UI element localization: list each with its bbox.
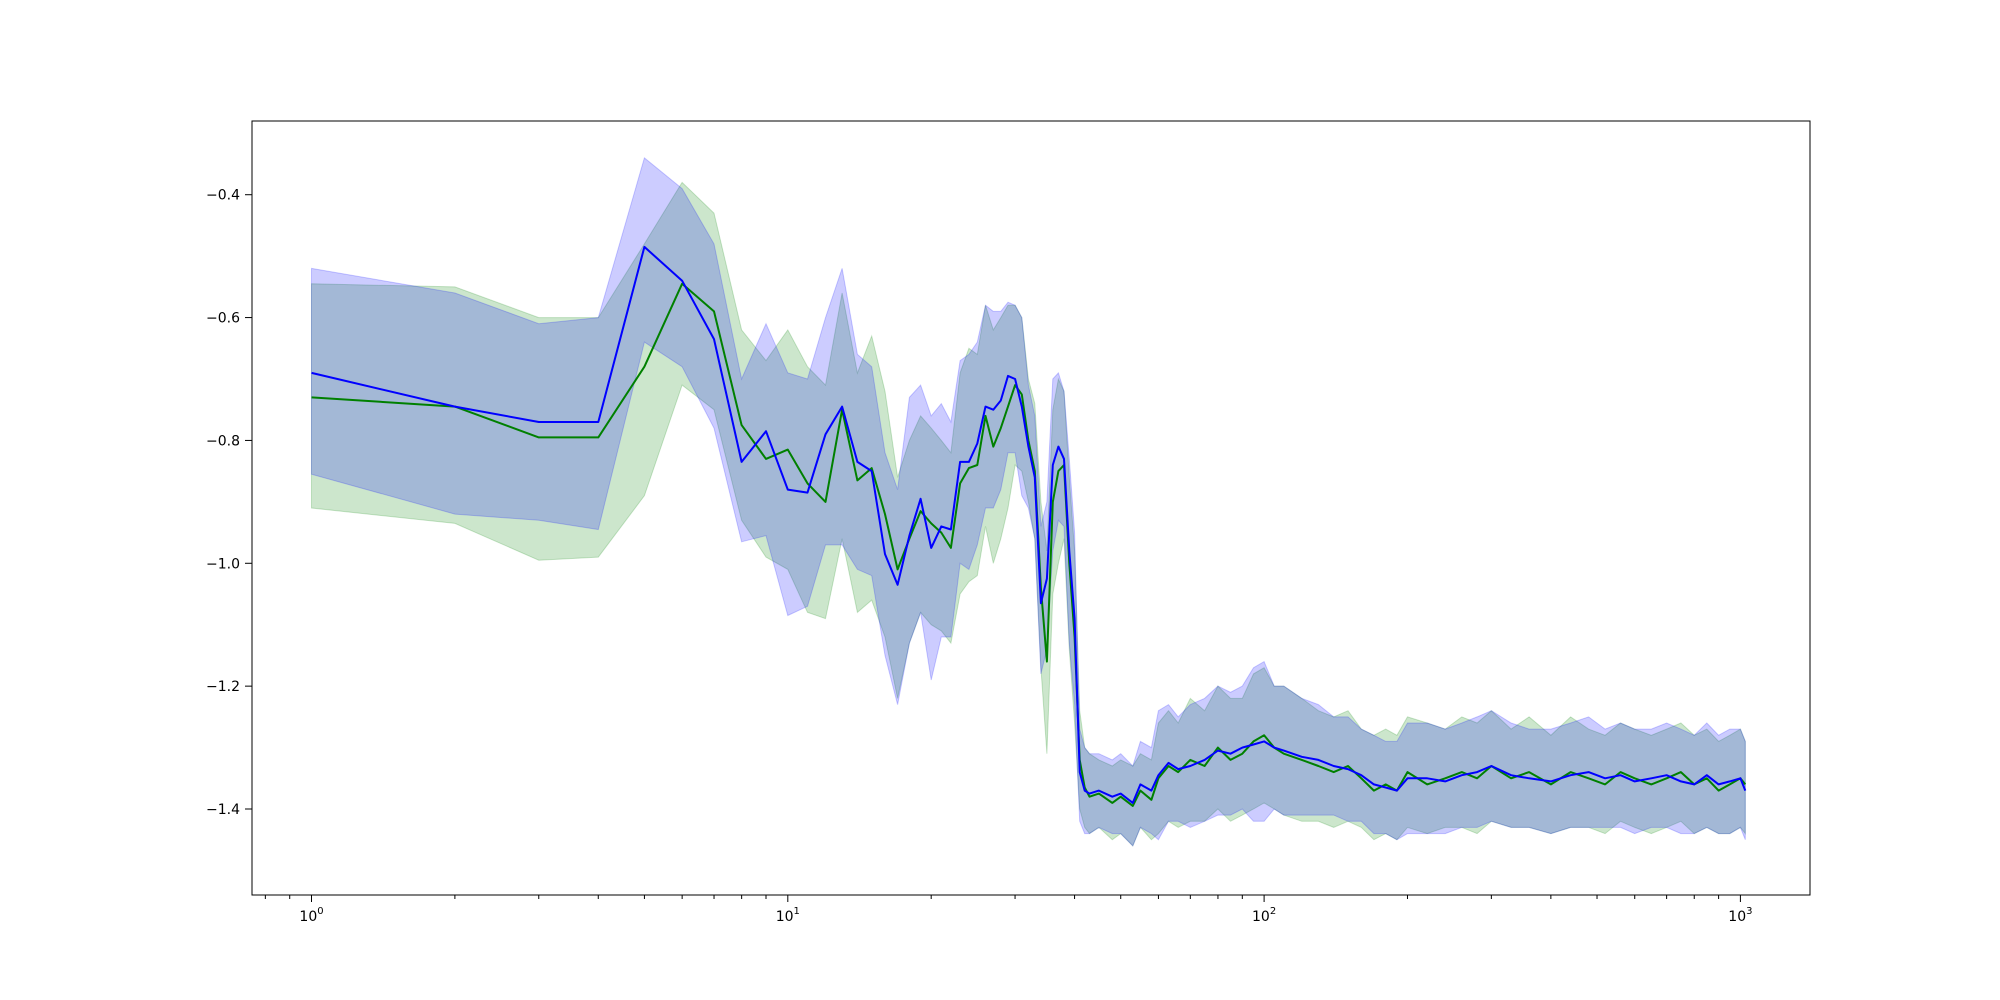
y-tick-label: −1.2	[206, 679, 240, 695]
y-tick-label: −0.8	[206, 433, 240, 449]
y-tick-label: −1.4	[206, 802, 240, 818]
series-2-band	[311, 157, 1746, 847]
y-axis: −0.4 −0.6 −0.8 −1.0 −1.2 −1.4	[206, 188, 252, 818]
y-tick-label: −1.0	[206, 556, 240, 572]
series-1-band	[311, 181, 1746, 847]
confidence-bands	[311, 157, 1746, 847]
y-tick-label: −0.4	[206, 188, 240, 204]
series-1-line	[311, 282, 1747, 807]
x-tick-label: 101	[776, 906, 800, 925]
axes-frame	[251, 120, 1811, 896]
x-tick-label: 102	[1252, 906, 1276, 925]
x-tick-label: 103	[1728, 906, 1752, 925]
series-2-line	[311, 245, 1747, 804]
mean-lines	[311, 245, 1747, 807]
x-tick-label: 100	[299, 906, 323, 925]
x-axis: 100 101 102 103	[264, 895, 1753, 925]
y-tick-label: −0.6	[206, 311, 240, 327]
